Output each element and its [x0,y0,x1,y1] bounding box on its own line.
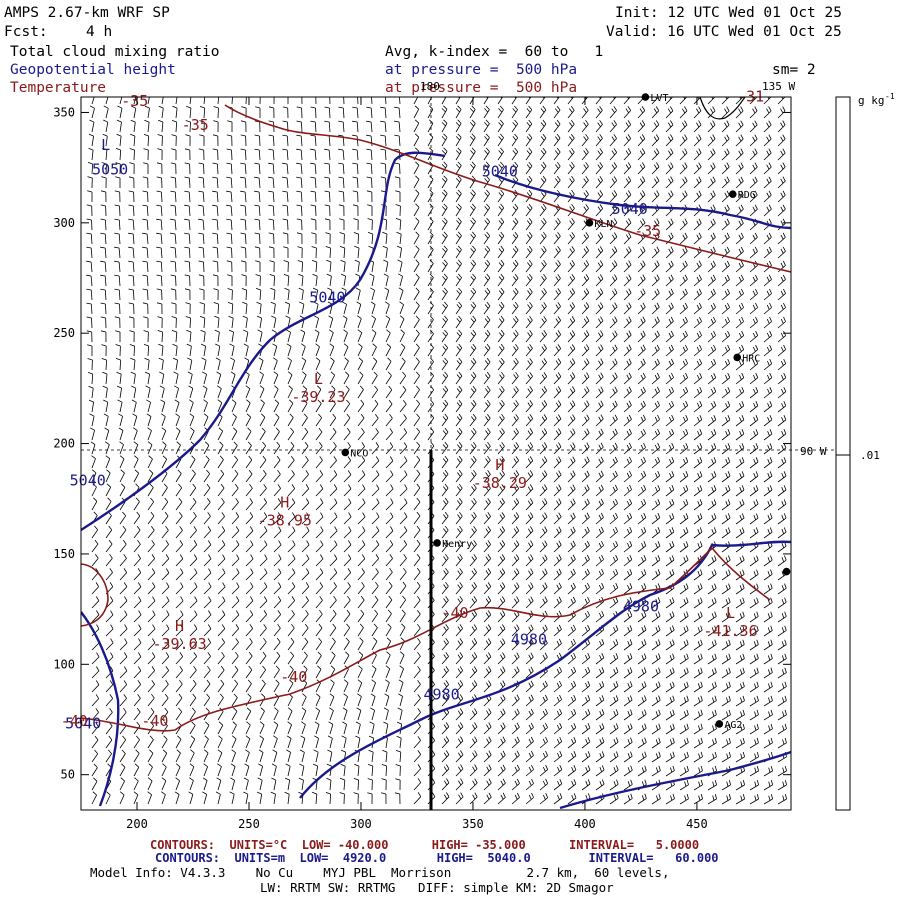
footer-model-info: Model Info: V4.3.3 No Cu MYJ PBL Morriso… [90,865,670,880]
y-tick-label: 100 [53,657,75,671]
y-tick-label: 300 [53,216,75,230]
wind-barbs [86,97,787,805]
contour-layer [81,104,791,810]
height-contour-label: 4980 [424,686,460,704]
temperature-contour-label: -35 [182,116,209,134]
temperature-center-marker: H [495,456,504,474]
temperature-center-marker: H [280,494,289,512]
station-marker [433,539,441,547]
smoothing-label: sm= 2 [772,62,816,78]
height-contour-label: 4980 [623,597,659,615]
station-label: HRC [742,353,760,364]
temperature-center-value: -41.36 [703,622,757,640]
station-label: KLN [594,219,612,230]
station-label: AG2 [724,720,742,731]
x-tick-label: 450 [686,817,708,831]
station-label: LVT [650,93,668,104]
footer-temp-contours: CONTOURS: UNITS=°C LOW= -40.000 HIGH= -3… [150,838,700,852]
temperature-contour [81,563,109,627]
height-contour-label: 5050 [92,160,128,178]
station-label: NCO [350,448,368,459]
temperature-contour-label: -40 [141,712,168,730]
temperature-contour-label: -31 [737,87,764,105]
field-cloud-info: Avg, k-index = 60 to 1 [385,44,604,60]
x-tick-label: 300 [350,817,372,831]
station-marker [341,448,350,457]
field-temp-title: Temperature [10,80,107,96]
x-tick-label: 400 [574,817,596,831]
y-tick-label: 150 [53,547,75,561]
y-tick-label: 350 [53,105,75,119]
lon-90-label: 90 W [800,445,827,458]
forecast-label: Fcst: [4,24,48,40]
height-contour [81,151,446,532]
x-tick-label: 350 [462,817,484,831]
temperature-center-value: -38.29 [473,474,527,492]
height-contour-label: 5040 [65,714,101,732]
temperature-center-value: -39.23 [291,388,345,406]
x-tick-label: 250 [238,817,260,831]
station-label: Henry [442,539,472,550]
station-marker [585,219,594,227]
colorbar-tick-label: .01 [860,449,880,462]
field-temp-info: at pressure = 500 hPa [385,80,578,96]
temperature-center-marker: L [314,370,323,388]
height-contour [81,611,120,807]
temperature-center-marker: L [726,604,735,622]
height-contour-label: 5040 [482,162,518,180]
colorbar [835,96,851,811]
temperature-contour-label: -35 [121,92,148,110]
field-height-title: Geopotential height [10,62,176,78]
height-contour [299,540,791,799]
axis-ticks: 200 250 300 350 400 450 350 300 250 200 150 100 50 [53,97,791,831]
plot-frame [80,96,792,811]
temperature-contour-label: -40 [280,668,307,686]
station-marker [715,720,724,728]
coastline [699,96,746,120]
height-contour [494,173,791,230]
height-contour [559,750,791,810]
overlay-layer: RDG KLN HRC NCO Henry AG2 LVT 5050 5040 5040 5040 5… [61,87,836,810]
init-time: Init: 12 UTC Wed 01 Oct 25 [615,5,842,21]
height-contour-label: 5040 [309,288,345,306]
temperature-center-value: -38.95 [258,512,312,530]
height-contour-label: 5040 [612,200,648,218]
height-center-marker: L [101,136,110,154]
colorbar-unit: g kg [858,94,885,107]
temperature-center-value: -39.63 [152,635,206,653]
field-height-info: at pressure = 500 hPa [385,62,578,78]
temperature-contour-label: -35 [634,222,661,240]
x-tick-label: 200 [126,817,148,831]
footer-model-info-2: LW: RRTM SW: RRTMG DIFF: simple KM: 2D S… [260,880,614,895]
forecast-hour: 4 h [86,24,113,40]
model-title: AMPS 2.67-km WRF SP [4,5,170,21]
lon-135-label: 135 W [762,80,795,93]
y-tick-label: 50 [61,768,75,782]
colorbar-unit-exponent: -1 [885,92,895,101]
wind-barb-field [86,97,787,805]
station-marker [733,353,742,362]
footer-height-contours: CONTOURS: UNITS=m LOW= 4920.0 HIGH= 5040… [155,851,719,865]
station-marker [782,567,791,576]
temperature-center-marker: H [175,617,184,635]
valid-time: Valid: 16 UTC Wed 01 Oct 25 [606,24,842,40]
station-marker [728,190,737,198]
temperature-contour [224,104,791,273]
station-label: RDG [738,190,756,201]
lon-180-label: 180 [420,80,440,93]
temperature-contour-label: -40 [61,712,88,730]
temperature-contour [81,546,771,732]
height-contour-label: 4980 [511,630,547,648]
field-cloud-title: Total cloud mixing ratio [10,44,220,60]
height-contour-label: 5040 [70,472,106,490]
y-tick-label: 200 [53,437,75,451]
y-tick-label: 250 [53,326,75,340]
temperature-contour-label: -40 [441,604,468,622]
